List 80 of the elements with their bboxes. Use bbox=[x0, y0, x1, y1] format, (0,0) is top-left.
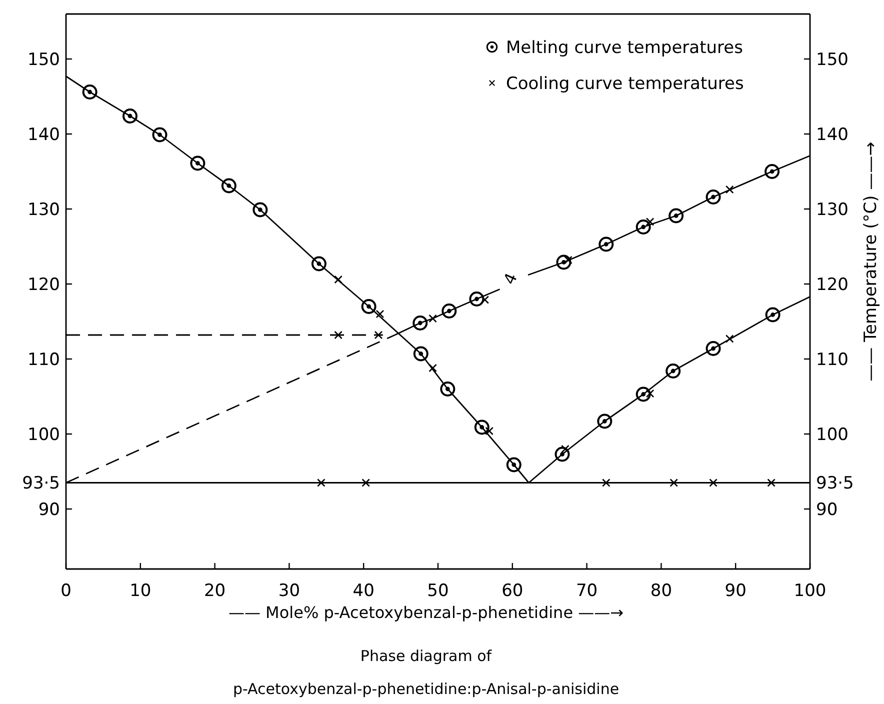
point bbox=[646, 389, 654, 398]
x-tick-label: 10 bbox=[130, 581, 152, 601]
point bbox=[726, 334, 734, 343]
x-tick-label: 40 bbox=[352, 581, 374, 601]
point bbox=[474, 420, 490, 435]
point bbox=[706, 341, 721, 356]
y2-tick-label: 90 bbox=[816, 500, 838, 520]
y2-axis-title: —— Temperature (°C) ——→ bbox=[861, 142, 881, 382]
x-tick-label: 80 bbox=[650, 581, 672, 601]
point bbox=[376, 310, 384, 318]
point bbox=[636, 386, 651, 402]
point bbox=[765, 307, 780, 322]
point bbox=[506, 457, 522, 472]
point bbox=[122, 108, 138, 124]
point bbox=[602, 478, 610, 487]
point bbox=[374, 330, 383, 340]
y2-tick-label: 93·5 bbox=[816, 474, 854, 494]
point bbox=[764, 164, 780, 179]
x-axis-title: —— Mole% p-Acetoxybenzal-p-phenetidine ——→ bbox=[228, 603, 624, 622]
legend-label: Melting curve temperatures bbox=[506, 38, 744, 58]
y-tick-label: 140 bbox=[28, 124, 60, 145]
point bbox=[440, 382, 456, 396]
point bbox=[469, 292, 484, 306]
point bbox=[82, 84, 98, 100]
point bbox=[706, 190, 721, 204]
point bbox=[221, 178, 236, 194]
y2-tick-label: 120 bbox=[816, 274, 848, 295]
x-tick-label: 30 bbox=[278, 581, 300, 601]
x-tick-label: 60 bbox=[502, 581, 524, 601]
point bbox=[556, 254, 572, 270]
point bbox=[485, 426, 494, 436]
point bbox=[252, 202, 268, 218]
point bbox=[561, 444, 570, 454]
point bbox=[597, 414, 612, 429]
y2-tick-label: 110 bbox=[816, 350, 848, 370]
text: Phase diagram of bbox=[360, 647, 492, 665]
x-tick-label: 100 bbox=[794, 581, 826, 601]
x-tick-label: 90 bbox=[724, 581, 746, 601]
y-tick-label: 130 bbox=[28, 200, 60, 220]
y2-tick-label: 140 bbox=[816, 124, 848, 145]
x-tick-label: 20 bbox=[204, 581, 226, 601]
point bbox=[361, 299, 376, 314]
point bbox=[670, 478, 678, 487]
point bbox=[334, 275, 342, 284]
y2-tick-label: 150 bbox=[816, 50, 848, 70]
text: p-Acetoxybenzal-p-phenetidine:p-Anisal-p-anisidine bbox=[232, 680, 620, 698]
x-tick-label: 70 bbox=[576, 581, 598, 601]
point bbox=[636, 220, 651, 234]
y-tick-label: 93·5 bbox=[22, 474, 60, 494]
annotation: 4 bbox=[500, 270, 522, 288]
point bbox=[767, 478, 776, 487]
point bbox=[726, 185, 734, 194]
y-tick-label: 120 bbox=[28, 274, 60, 295]
x-tick-label: 0 bbox=[60, 581, 72, 601]
point bbox=[317, 478, 326, 487]
y-tick-label: 150 bbox=[28, 50, 60, 70]
point bbox=[428, 314, 437, 323]
point bbox=[413, 346, 428, 362]
point bbox=[190, 156, 206, 171]
point bbox=[311, 256, 326, 272]
y2-tick-label: 130 bbox=[816, 200, 848, 220]
point bbox=[666, 364, 681, 378]
point bbox=[334, 330, 342, 340]
y-tick-label: 110 bbox=[28, 350, 60, 370]
x-tick-label: 50 bbox=[427, 581, 449, 601]
y-tick-label: 100 bbox=[28, 424, 60, 445]
point bbox=[480, 296, 490, 304]
point bbox=[362, 478, 370, 487]
point bbox=[412, 316, 428, 330]
point bbox=[428, 364, 437, 372]
y2-tick-label: 100 bbox=[816, 424, 848, 445]
point bbox=[442, 304, 457, 318]
point bbox=[554, 446, 570, 462]
point bbox=[598, 236, 614, 252]
point bbox=[152, 127, 168, 142]
point bbox=[709, 478, 718, 487]
y-tick-label: 90 bbox=[38, 500, 60, 520]
point bbox=[668, 208, 684, 224]
legend-label: Cooling curve temperatures bbox=[506, 74, 744, 94]
point bbox=[646, 218, 654, 226]
